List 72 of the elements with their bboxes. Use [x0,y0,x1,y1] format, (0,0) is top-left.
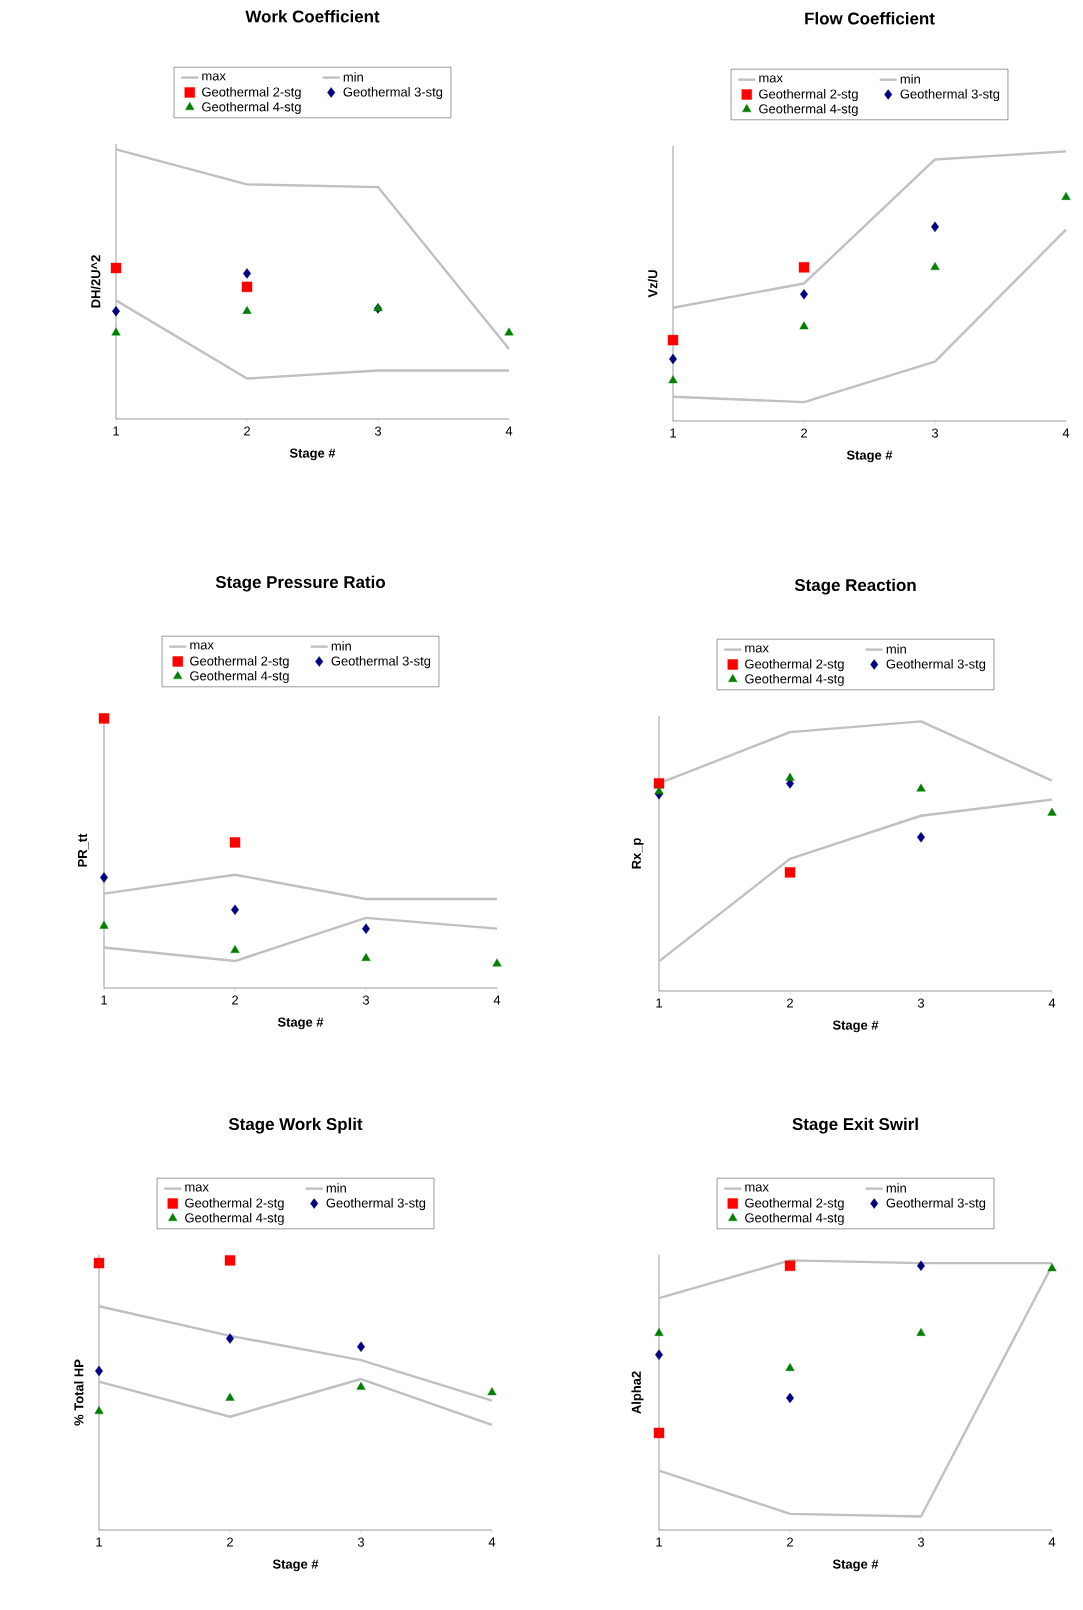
legend-label: Geothermal 3-stg [343,87,443,100]
legend-label: Geothermal 2-stg [190,656,289,669]
x-tick-label: 2 [232,995,238,1005]
x-tick-label: 4 [493,995,501,1005]
x-tick-label: 3 [362,995,370,1005]
x-tick-label: 1 [656,1537,662,1547]
x-tick-label: 4 [505,426,513,436]
legend-label: Geothermal 2-stg [745,1198,844,1211]
legend-label: min [343,72,363,82]
x-axis-title: Stage # [832,1020,879,1033]
x-tick-label: 1 [96,1537,102,1547]
legend-label: max [190,642,214,650]
chart-title: Stage Pressure Ratio [215,575,385,592]
legend-label: Geothermal 3-stg [900,89,1000,102]
chart-title: Flow Coefficient [805,12,935,25]
x-tick-label: 4 [488,1537,496,1547]
legend-label: Geothermal 3-stg [886,1198,986,1211]
x-tick-label: 4 [1048,998,1056,1008]
legend-label: Geothermal 3-stg [331,656,431,669]
y-axis-title: DH/2U^2 [90,255,101,308]
legend-label: max [185,1184,209,1192]
legend-label: Geothermal 4-stg [185,1212,284,1225]
legend-label: Geothermal 2-stg [185,1198,284,1211]
x-tick-label: 3 [931,428,939,438]
x-tick-label: 4 [1062,428,1070,438]
legend-label: Geothermal 2-stg [745,659,844,672]
x-tick-label: 3 [917,998,925,1008]
legend-label: max [202,73,226,81]
legend-label: Geothermal 4-stg [190,670,289,683]
x-tick-label: 2 [227,1537,233,1547]
chart-title: Stage Exit Swirl [792,1117,918,1134]
legend-label: max [745,645,769,653]
y-axis-title: Rx_p [631,838,644,869]
x-tick-label: 1 [113,426,119,436]
x-axis-title: Stage # [846,450,893,463]
chart-title: Stage Work Split [228,1117,363,1134]
legend-label: min [886,644,906,654]
legend-label: Geothermal 4-stg [202,101,301,114]
x-tick-label: 4 [1048,1537,1056,1547]
x-tick-label: 2 [787,998,793,1008]
x-tick-label: 2 [801,428,807,438]
y-axis-title: % Total HP [73,1359,84,1426]
legend-label: Geothermal 2-stg [759,89,858,102]
chart-title: Stage Reaction [794,578,916,595]
x-tick-label: 1 [656,998,662,1008]
legend-label: Geothermal 2-stg [202,87,301,100]
legend-label: Geothermal 3-stg [326,1198,426,1211]
x-tick-label: 3 [917,1537,925,1547]
legend-label: max [745,1184,769,1192]
x-tick-label: 1 [101,995,107,1005]
legend-label: min [886,1183,906,1193]
legend-label: Geothermal 4-stg [745,1212,844,1225]
legend-label: Geothermal 4-stg [745,673,844,686]
legend-label: min [326,1183,346,1193]
x-tick-label: 2 [787,1537,793,1547]
x-axis-title: Stage # [832,1559,879,1572]
x-axis-title: Stage # [272,1559,319,1572]
y-axis-title: PR_tt [77,833,89,867]
chart-title: Work Coefficient [245,10,380,23]
x-axis-title: Stage # [277,1017,324,1030]
x-tick-label: 3 [374,426,382,436]
legend-label: Geothermal 3-stg [886,659,986,672]
legend-label: min [900,74,920,84]
legend-label: min [331,641,351,651]
x-tick-label: 1 [670,428,676,438]
x-tick-label: 2 [244,426,250,436]
x-axis-title: Stage # [289,448,336,461]
y-axis-title: Alpha2 [631,1371,644,1414]
x-tick-label: 3 [357,1537,365,1547]
y-axis-title: Vz/U [647,270,658,298]
legend-label: Geothermal 4-stg [759,103,858,116]
legend-label: max [759,75,783,83]
